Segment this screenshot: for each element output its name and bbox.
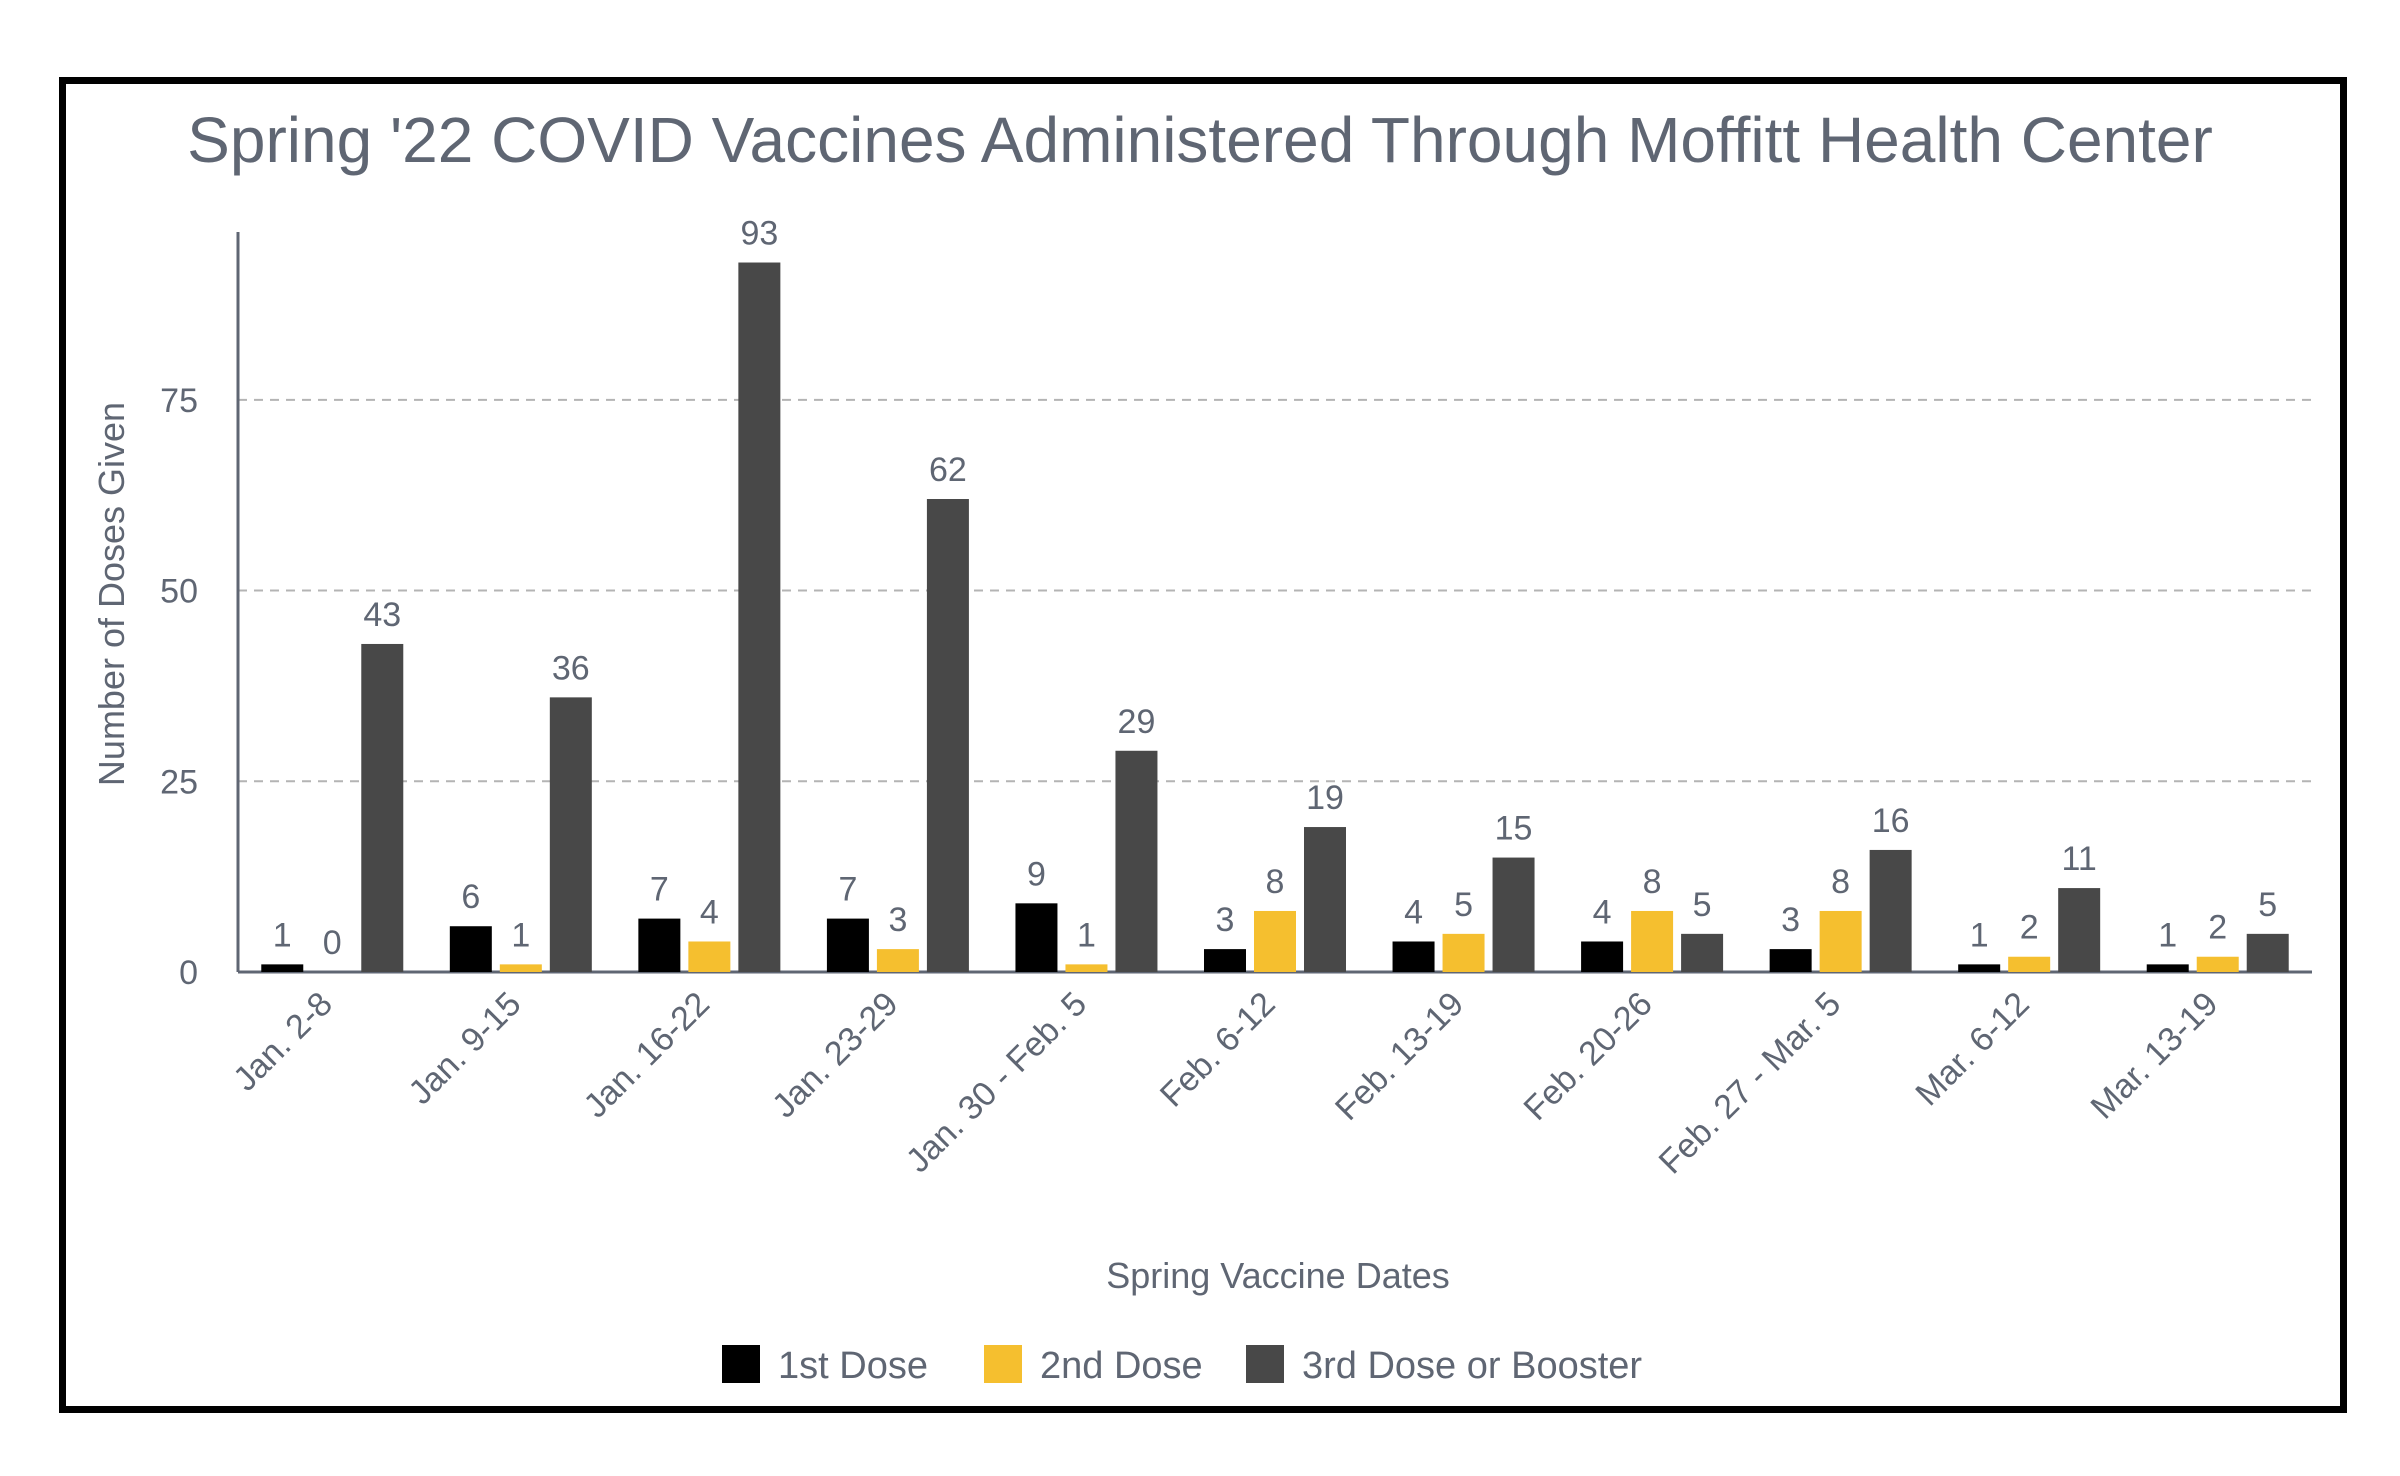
data-label: 16 (1872, 802, 1910, 840)
data-label: 4 (1404, 893, 1423, 931)
data-label: 93 (740, 215, 778, 253)
data-label: 15 (1495, 810, 1533, 848)
gridlines (238, 398, 2312, 783)
bar (1304, 827, 1346, 972)
bar (1015, 903, 1058, 972)
bar (1869, 849, 1912, 972)
x-tick-label: Jan. 2-8 (226, 985, 340, 1099)
bar (261, 964, 304, 972)
x-tick-label: Jan. 9-15 (401, 985, 528, 1112)
bar (1769, 949, 1812, 972)
data-label: 7 (838, 871, 857, 909)
bar (688, 941, 731, 972)
bar (1581, 941, 1624, 972)
bar (2246, 933, 2289, 972)
data-label: 0 (323, 924, 342, 962)
bar (1819, 910, 1862, 972)
y-tick-label: 0 (179, 954, 198, 992)
x-tick-label: Mar. 13-19 (2084, 985, 2226, 1127)
data-label: 3 (1781, 901, 1800, 939)
data-label: 1 (511, 916, 530, 954)
legend-swatch (984, 1345, 1022, 1383)
legend: 1st Dose 2nd Dose 3rd Dose or Booster (722, 1345, 1642, 1387)
bar (1958, 964, 2001, 972)
data-label: 62 (929, 451, 967, 489)
data-label: 11 (2062, 840, 2097, 878)
bar (2196, 956, 2239, 972)
bar (549, 697, 592, 972)
bar (1631, 910, 1674, 972)
bar (1492, 857, 1535, 972)
data-label: 4 (700, 893, 719, 931)
bar (1442, 933, 1485, 972)
x-tick-label: Feb. 20-26 (1517, 985, 1660, 1128)
bar (738, 262, 781, 972)
data-label: 2 (2208, 909, 2227, 947)
chart-title: Spring '22 COVID Vaccines Administered T… (187, 104, 2213, 176)
legend-label: 2nd Dose (1040, 1345, 1203, 1387)
data-label: 8 (1643, 863, 1662, 901)
y-tick-label: 25 (160, 763, 198, 801)
bar (1681, 933, 1724, 972)
data-label: 8 (1831, 863, 1850, 901)
bar (499, 964, 542, 972)
legend-label: 1st Dose (778, 1345, 928, 1387)
y-axis-title: Number of Doses Given (91, 402, 132, 786)
bar (826, 918, 869, 972)
bar (876, 949, 919, 972)
data-label: 19 (1306, 779, 1344, 817)
legend-swatch (1246, 1345, 1284, 1383)
data-label: 1 (1077, 916, 1096, 954)
bar (638, 918, 681, 972)
bar (1204, 949, 1246, 972)
data-label: 2 (2020, 909, 2039, 947)
data-label: 1 (273, 916, 292, 954)
data-label: 8 (1266, 863, 1285, 901)
bar (1254, 910, 1296, 972)
x-tick-label: Jan. 30 - Feb. 5 (899, 985, 1094, 1180)
bar (1065, 964, 1108, 972)
data-label: 7 (650, 871, 669, 909)
x-tick-label: Jan. 16-22 (577, 985, 717, 1125)
x-tick-label: Mar. 6-12 (1908, 985, 2036, 1113)
data-label: 43 (363, 596, 401, 634)
data-label: 5 (2258, 886, 2277, 924)
data-label: 1 (1970, 916, 1989, 954)
data-label: 1 (2158, 916, 2177, 954)
x-axis-title: Spring Vaccine Dates (1106, 1255, 1450, 1296)
bar (361, 643, 404, 972)
x-tick-label: Jan. 23-29 (765, 985, 905, 1125)
data-label: 36 (552, 649, 590, 687)
data-label: 3 (888, 901, 907, 939)
legend-swatch (722, 1345, 760, 1383)
data-label: 5 (1693, 886, 1712, 924)
data-label: 3 (1216, 901, 1235, 939)
bar (2058, 888, 2101, 972)
bar (1115, 750, 1158, 972)
bar (1392, 941, 1435, 972)
bar (449, 926, 492, 972)
legend-label: 3rd Dose or Booster (1302, 1345, 1642, 1387)
bar (2146, 964, 2189, 972)
y-tick-label: 50 (160, 573, 198, 611)
data-label: 4 (1593, 893, 1612, 931)
y-tick-label: 75 (160, 382, 198, 420)
bar (2008, 956, 2051, 972)
x-tick-label: Feb. 27 - Mar. 5 (1652, 985, 1849, 1182)
chart-frame (59, 77, 2347, 1413)
data-label: 9 (1027, 855, 1046, 893)
x-tick-label: Feb. 13-19 (1328, 985, 1471, 1128)
data-label: 6 (461, 878, 480, 916)
data-label: 5 (1454, 886, 1473, 924)
bar (926, 499, 969, 972)
data-label: 29 (1118, 703, 1156, 741)
x-tick-label: Feb. 6-12 (1153, 985, 1283, 1115)
bars (261, 262, 2289, 972)
